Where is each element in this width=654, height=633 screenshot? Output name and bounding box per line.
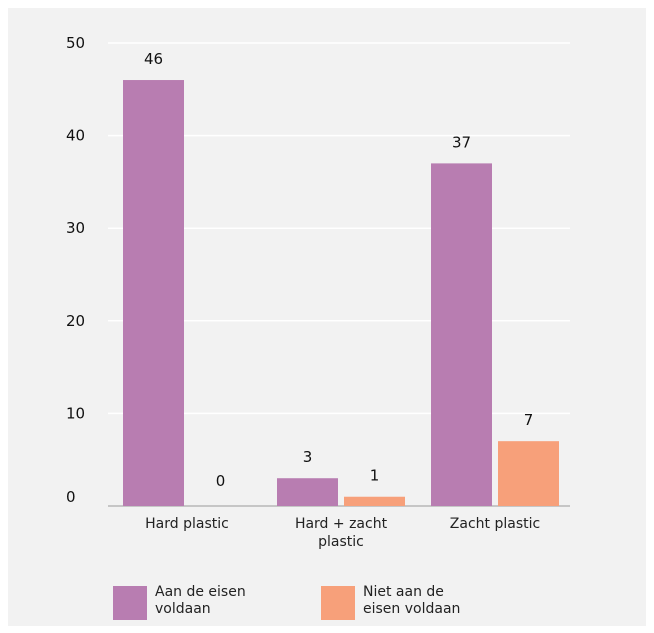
bar-0-0	[123, 80, 184, 506]
bar-1-1	[344, 496, 405, 506]
chart-panel	[8, 8, 646, 626]
category-label-1: Hard + zacht plastic	[295, 516, 388, 550]
y-tick-label-30: 30	[66, 219, 85, 237]
data-label-0-1: 0	[216, 472, 226, 490]
category-label-line: Hard plastic	[145, 516, 229, 532]
legend-item-niet-aan-de-eisen-voldaan: Niet aan de eisen voldaan	[321, 584, 483, 620]
data-label-1-1: 1	[370, 467, 380, 485]
legend-label-niet: Niet aan de eisen voldaan	[363, 584, 461, 617]
data-label-1-0: 3	[303, 448, 313, 466]
y-tick-label-10: 10	[66, 404, 85, 422]
data-label-0-0: 46	[144, 50, 163, 68]
y-tick-label-50: 50	[66, 34, 85, 52]
bar-2-1	[498, 441, 559, 506]
category-label-line: Zacht plastic	[450, 516, 540, 532]
gridlines	[108, 42, 570, 415]
category-label-line: plastic	[318, 534, 364, 550]
data-label-2-0: 37	[452, 133, 471, 151]
data-label-2-1: 7	[524, 411, 534, 429]
bars	[123, 80, 559, 506]
legend-swatch-aan	[113, 586, 147, 620]
category-label-line: Hard + zacht	[295, 516, 388, 532]
x-axis: Hard plastic Hard + zacht plastic Zacht pla…	[145, 516, 540, 550]
legend-item-aan-de-eisen-voldaan: Aan de eisen voldaan	[113, 584, 275, 620]
y-tick-label-20: 20	[66, 312, 85, 330]
y-tick-label-40: 40	[66, 127, 85, 145]
category-label-0: Hard plastic	[145, 516, 229, 532]
bar-2-0	[431, 163, 492, 506]
category-label-2: Zacht plastic	[450, 516, 540, 532]
data-labels: 46 0 3 1 37 7	[144, 50, 533, 490]
bar-1-0	[277, 478, 338, 506]
legend-swatch-niet	[321, 586, 355, 620]
y-tick-label-0: 0	[66, 488, 76, 506]
legend: Aan de eisen voldaan Niet aan de eisen v…	[113, 584, 483, 620]
legend-label-aan: Aan de eisen voldaan	[155, 584, 246, 617]
